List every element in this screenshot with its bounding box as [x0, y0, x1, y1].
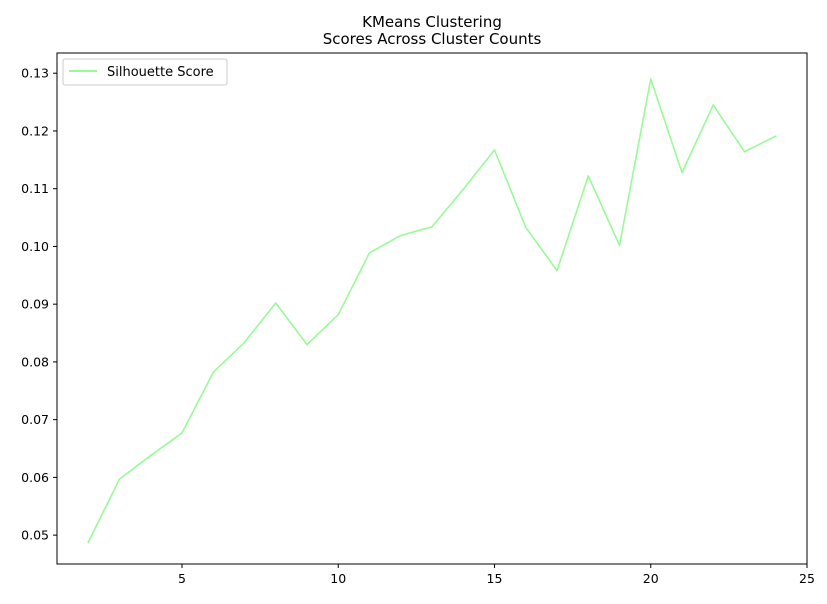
data-point: [431, 225, 433, 228]
y-tick-label: 0.06: [21, 470, 49, 485]
chart-title-line-1: KMeans Clustering: [362, 13, 502, 31]
y-tick-label: 0.13: [21, 66, 49, 81]
series-layer: [87, 78, 777, 544]
y-tick-label: 0.07: [21, 412, 49, 427]
data-point: [649, 78, 652, 80]
data-point: [368, 251, 371, 254]
data-point: [712, 104, 715, 106]
x-tick-label: 10: [330, 571, 346, 586]
data-point: [399, 234, 402, 237]
y-tick-label: 0.08: [21, 354, 49, 369]
x-tick-label: 5: [178, 571, 186, 586]
x-tick-label: 20: [643, 571, 659, 586]
data-point: [212, 371, 215, 374]
data-point: [556, 269, 558, 272]
y-axis: 0.05 0.06 0.07 0.08 0.09 0.10 0.11 0.12 0.13: [21, 66, 57, 543]
y-tick-label: 0.11: [21, 181, 49, 196]
data-point: [524, 226, 527, 229]
y-tick-label: 0.10: [21, 239, 49, 254]
data-point: [118, 478, 121, 480]
data-point: [462, 188, 465, 191]
legend: Silhouette Score: [62, 58, 228, 86]
data-point: [149, 454, 152, 457]
y-tick-label: 0.05: [21, 528, 49, 543]
data-point: [274, 302, 277, 304]
data-point: [743, 150, 746, 153]
legend-box: [62, 58, 228, 86]
data-point: [774, 135, 777, 137]
data-point: [493, 149, 496, 151]
data-point: [306, 343, 308, 346]
data-point: [243, 341, 246, 344]
data-point: [587, 175, 590, 177]
data-point: [618, 244, 621, 247]
data-point: [681, 171, 683, 174]
y-tick-label: 0.12: [21, 123, 49, 138]
chart-title-line-2: Scores Across Cluster Counts: [323, 30, 542, 48]
data-point: [337, 313, 340, 316]
x-tick-label: 25: [799, 571, 815, 586]
y-tick-label: 0.09: [21, 297, 49, 312]
legend-label-silhouette-score: Silhouette Score: [107, 65, 214, 80]
data-point: [87, 541, 90, 543]
data-point: [181, 432, 183, 434]
axes-background: [57, 53, 807, 564]
x-tick-label: 15: [487, 571, 503, 586]
axes-frame: [56, 52, 808, 565]
x-axis: 5 10 15 20 25: [178, 564, 815, 586]
plot-area: [57, 53, 807, 564]
